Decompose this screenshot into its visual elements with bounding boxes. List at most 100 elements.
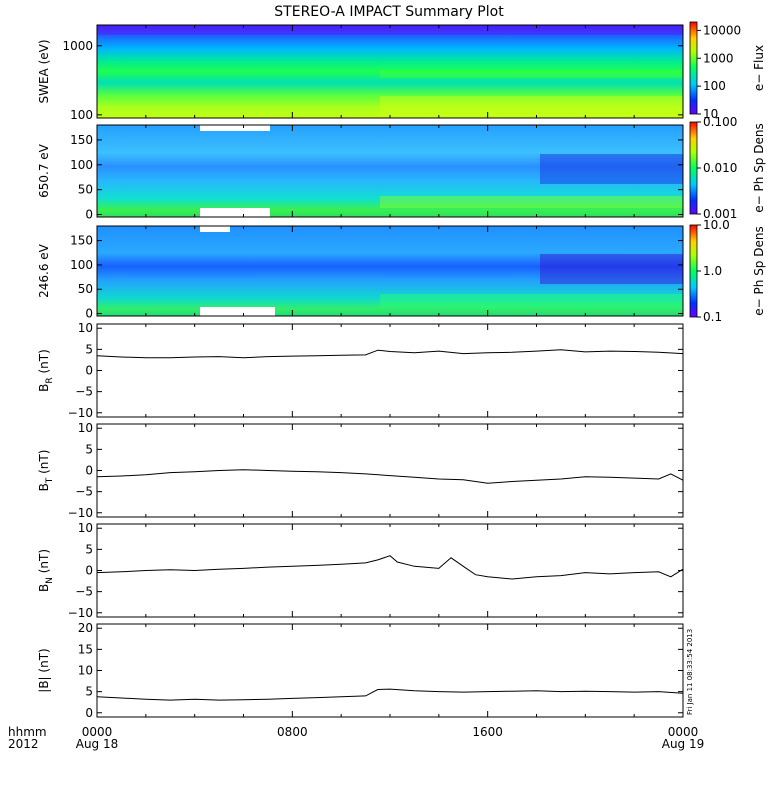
br-ylabel-subscript: R — [45, 377, 55, 383]
swea-ylabel: SWEA (eV) — [37, 39, 51, 103]
bn-ylabel-main: B — [37, 584, 51, 592]
swea-ytick-label: 100 — [70, 108, 93, 122]
pad-650-panel — [96, 124, 684, 218]
bt-ylabel-unit: (nT) — [37, 450, 51, 478]
bmag-frame — [96, 623, 684, 718]
pad-650-green-band — [380, 196, 683, 208]
swea-high-flux-band — [380, 70, 683, 78]
bn-ytick-label: −10 — [68, 606, 93, 620]
bn-ylabel-subscript: N — [45, 577, 55, 584]
bn-ytick-label: −5 — [75, 585, 93, 599]
traces-layer — [96, 349, 684, 701]
plot-title: STEREO-A IMPACT Summary Plot — [274, 4, 504, 20]
pad-650-dip-band — [540, 154, 683, 184]
pad-650-ytick-label: 100 — [70, 158, 93, 172]
swea-low-energy-band — [380, 96, 683, 116]
bmag-ytick-label: 15 — [78, 642, 93, 656]
swea-colorbar — [689, 21, 698, 115]
swea-colorbar-tick-label: 100 — [703, 79, 726, 93]
swea-ylabel-main: SWEA (eV) — [37, 39, 51, 103]
bn-ytick-label: 10 — [78, 521, 93, 535]
bt-ylabel-main: B — [37, 483, 51, 491]
pad-246-ytick-label: 50 — [78, 282, 93, 296]
pad-246-colorbar-tick-label: 1.0 — [703, 264, 722, 278]
swea-top-dark-band — [97, 25, 683, 35]
pad-246-dip-band — [540, 254, 683, 284]
x-date-label: Aug 19 — [662, 737, 705, 751]
pad-650-colorbar-tick-label: 0.001 — [703, 207, 737, 221]
bmag-ytick-label: 0 — [85, 706, 93, 720]
bt-ytick-label: 10 — [78, 421, 93, 435]
br-ytick-label: −5 — [75, 385, 93, 399]
pad-246-gap-bottom — [200, 307, 275, 316]
timestamp: Fri Jan 11 08:33:54 2013 — [686, 629, 694, 715]
pad-246-gap-top — [200, 226, 230, 232]
bn-trace — [96, 555, 684, 580]
pad-650-colorbar-tick-label: 0.100 — [703, 115, 737, 129]
br-trace — [96, 349, 684, 359]
bt-ylabel-subscript: T — [45, 477, 55, 484]
bmag-ylabel-unit: (nT) — [37, 648, 51, 676]
pad-246-ytick-label: 0 — [85, 307, 93, 321]
bmag-ytick-label: 10 — [78, 664, 93, 678]
bt-ylabel: BT (nT) — [37, 450, 55, 492]
pad-650-ytick-label: 50 — [78, 183, 93, 197]
pad-650-ylabel-main: 650.7 eV — [37, 143, 51, 198]
x-tick-label: 0800 — [277, 725, 308, 739]
bt-frame — [96, 423, 684, 518]
bn-ylabel-unit: (nT) — [37, 549, 51, 577]
pad-246-ytick-label: 150 — [70, 234, 93, 248]
swea-panel — [96, 24, 684, 119]
bmag-ylabel-main: |B| — [37, 676, 51, 692]
x-tick-label: 1600 — [472, 725, 503, 739]
bmag-ytick-label: 5 — [85, 685, 93, 699]
bt-ytick-label: 0 — [85, 464, 93, 478]
pad-650-ytick-label: 0 — [85, 208, 93, 222]
br-ytick-label: 10 — [78, 321, 93, 335]
br-ylabel: BR (nT) — [37, 349, 55, 392]
br-ylabel-main: B — [37, 384, 51, 392]
year-row-label: 2012 — [8, 737, 39, 751]
pad-246-colorbar — [689, 224, 698, 318]
pad-246-ytick-label: 100 — [70, 258, 93, 272]
bn-ylabel: BN (nT) — [37, 549, 55, 592]
bt-ytick-label: −10 — [68, 506, 93, 520]
swea-colorbar-tick-label: 10 — [703, 107, 718, 121]
pad-650-heatmap — [97, 125, 683, 217]
bmag-ytick-label: 20 — [78, 621, 93, 635]
x-date-label: Aug 18 — [76, 737, 119, 751]
pad-246-colorbar-tick-label: 10.0 — [703, 218, 730, 232]
pad-246-ylabel-main: 246.6 eV — [37, 243, 51, 298]
bt-trace — [96, 469, 684, 484]
pad-650-gap-bottom — [200, 208, 270, 217]
bt-ytick-label: 5 — [85, 442, 93, 456]
br-ytick-label: 0 — [85, 364, 93, 378]
pad-650-gap-top — [200, 125, 270, 131]
pad-246-ylabel: 246.6 eV — [37, 243, 51, 298]
br-frame — [96, 323, 684, 418]
x-tick-label: 0000 — [82, 725, 113, 739]
pad-650-colorbar — [689, 121, 698, 215]
pad-246-green-band — [380, 294, 683, 308]
bn-ytick-label: 0 — [85, 564, 93, 578]
colorbar-ticks-layer: 10 100 1000 10000 e− Flux 0.001 0.010 0.100 e− P… — [697, 23, 766, 324]
swea-ytick-label: 1000 — [62, 39, 93, 53]
swea-colorbar-tick-label: 1000 — [703, 51, 734, 65]
pad-650-colorbar-tick-label: 0.010 — [703, 161, 737, 175]
swea-colorbar-tick-label: 10000 — [703, 23, 741, 37]
pad-650-ytick-label: 150 — [70, 133, 93, 147]
br-ytick-label: 5 — [85, 342, 93, 356]
pad-650-ylabel: 650.7 eV — [37, 143, 51, 198]
swea-colorbar-label: e− Flux — [752, 45, 766, 91]
x-tick-label: 0000 — [668, 725, 699, 739]
bn-ytick-label: 5 — [85, 542, 93, 556]
pad-246-colorbar-label: e− Ph Sp Dens — [752, 226, 766, 315]
bmag-trace — [96, 688, 684, 701]
pad-246-panel — [96, 225, 684, 317]
time-row-label: hhmm — [8, 725, 47, 739]
br-ytick-label: −10 — [68, 406, 93, 420]
